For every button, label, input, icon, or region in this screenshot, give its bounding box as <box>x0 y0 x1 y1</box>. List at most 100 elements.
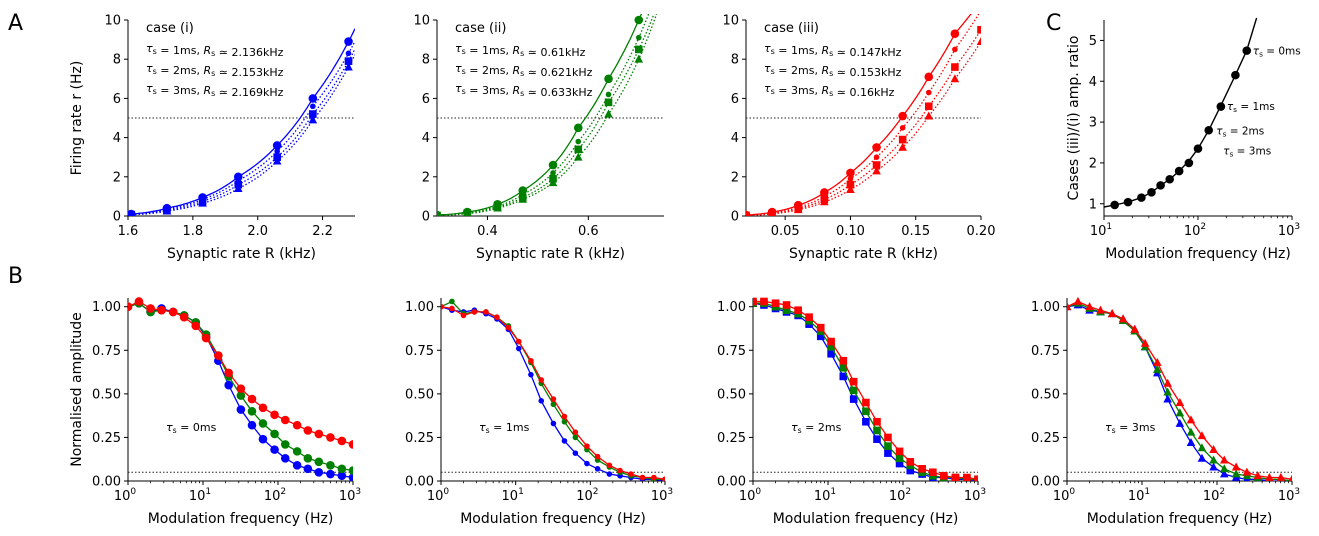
response-point <box>224 380 233 390</box>
plot-area <box>746 14 981 216</box>
response-point <box>1288 474 1292 481</box>
data-point <box>573 152 583 161</box>
response-point <box>449 305 455 312</box>
data-point <box>846 168 855 178</box>
y-tick-label: 1.00 <box>405 300 434 315</box>
y-tick-label: 8 <box>422 53 430 68</box>
ratio-point <box>1242 46 1252 55</box>
x-tick-label: 101 <box>1090 222 1112 239</box>
y-tick-label: 0.50 <box>405 387 434 402</box>
ratio-point <box>1123 197 1133 207</box>
response-point <box>816 323 825 332</box>
tau-annotation: τs = 2ms, Rs ≃ 0.153kHz <box>764 62 902 79</box>
response-point <box>337 464 347 474</box>
data-point <box>634 54 644 63</box>
response-point <box>782 301 791 309</box>
y-tick-label: 2 <box>422 170 430 185</box>
panel-label-a: A <box>8 11 23 36</box>
response-point <box>326 469 335 479</box>
chart-b-3: 0.00 0.25 0.50 0.75 1.00 100 101 102 103 Modulati… <box>1031 296 1300 527</box>
y-tick-label: 0.25 <box>92 431 121 446</box>
response-point <box>348 466 353 475</box>
response-point <box>1163 378 1172 387</box>
response-curve-0 <box>441 306 665 481</box>
response-point <box>236 391 246 400</box>
response-point <box>128 302 133 312</box>
response-point <box>561 418 568 425</box>
plot-area <box>437 14 658 216</box>
tau-annotation: τs = 2ms, Rs ≃ 2.153kHz <box>146 62 284 79</box>
fit-curve-2 <box>437 14 655 216</box>
data-point <box>548 160 558 170</box>
response-point <box>639 474 646 481</box>
response-point <box>528 357 534 364</box>
response-point <box>314 429 324 439</box>
ratio-point <box>1231 70 1240 80</box>
response-point <box>594 453 601 460</box>
x-tick-label: 101 <box>502 487 524 504</box>
data-point <box>950 29 960 39</box>
data-point <box>846 184 855 193</box>
response-point <box>326 433 335 442</box>
y-tick-label: 0.75 <box>1031 344 1060 359</box>
response-point <box>839 363 848 372</box>
response-point <box>906 466 915 475</box>
x-tick-label: 102 <box>576 487 598 504</box>
x-tick-label: 103 <box>1278 487 1300 504</box>
response-point <box>1219 464 1229 473</box>
response-point <box>839 356 848 365</box>
tau-annotation: τs = 2ms, Rs ≃ 0.621kHz <box>455 62 593 79</box>
x-tick-label: 101 <box>814 487 836 504</box>
x-tick-label: 0.15 <box>901 224 930 239</box>
response-point <box>326 461 335 470</box>
response-point <box>1197 431 1207 440</box>
chart-c: 1 2 3 4 5 101 102 103 Modulation frequency (Hz) C… <box>1066 17 1301 262</box>
x-tick-label: 103 <box>651 487 673 504</box>
data-point <box>846 180 855 189</box>
y-tick-label: 10 <box>413 14 430 29</box>
y-tick-label: 4 <box>113 131 121 146</box>
response-point <box>1276 472 1286 481</box>
response-point <box>1163 394 1172 403</box>
response-point <box>805 313 813 321</box>
data-point <box>634 15 644 25</box>
data-point <box>198 198 207 207</box>
data-point <box>310 103 316 110</box>
response-point <box>214 351 223 360</box>
x-axis-label: Modulation frequency (Hz) <box>460 511 646 527</box>
response-point <box>816 332 825 341</box>
response-point <box>337 436 347 446</box>
y-tick-label: 0.00 <box>92 475 121 490</box>
response-point <box>314 457 324 467</box>
x-tick-label: 102 <box>1203 487 1225 504</box>
y-tick-label: 0 <box>422 210 430 225</box>
plot-area <box>1067 296 1292 481</box>
data-point <box>548 178 558 187</box>
y-tick-label: 0.50 <box>717 387 746 402</box>
data-point <box>344 37 353 46</box>
data-point <box>604 98 613 107</box>
response-point <box>348 440 353 449</box>
response-point <box>471 309 478 315</box>
y-tick-label: 0.00 <box>717 475 746 490</box>
panel-title: case (iii) <box>764 21 819 36</box>
response-point <box>1140 338 1150 347</box>
y-tick-label: 2 <box>1089 156 1097 171</box>
chart-b-1: 0.00 0.25 0.50 0.75 1.00 100 101 102 103 Modulati… <box>405 298 673 527</box>
tau-annotation: τs = 1ms <box>479 421 530 435</box>
response-point <box>895 459 904 468</box>
data-point <box>344 57 353 65</box>
x-tick-label: 102 <box>264 487 286 504</box>
tau-annotation: τs = 3ms, Rs ≃ 0.16kHz <box>764 82 895 99</box>
response-point <box>303 426 313 435</box>
response-point <box>280 415 290 425</box>
data-point <box>463 209 472 216</box>
x-axis-label: Modulation frequency (Hz) <box>148 511 334 527</box>
tau-annotation: τs = 2ms <box>1216 125 1264 138</box>
response-point <box>258 403 268 413</box>
tau-annotation: τs = 3ms <box>1223 146 1271 159</box>
data-point <box>872 161 881 169</box>
response-point <box>483 309 489 315</box>
x-axis-label: Modulation frequency (Hz) <box>773 511 959 527</box>
response-point <box>827 349 835 358</box>
